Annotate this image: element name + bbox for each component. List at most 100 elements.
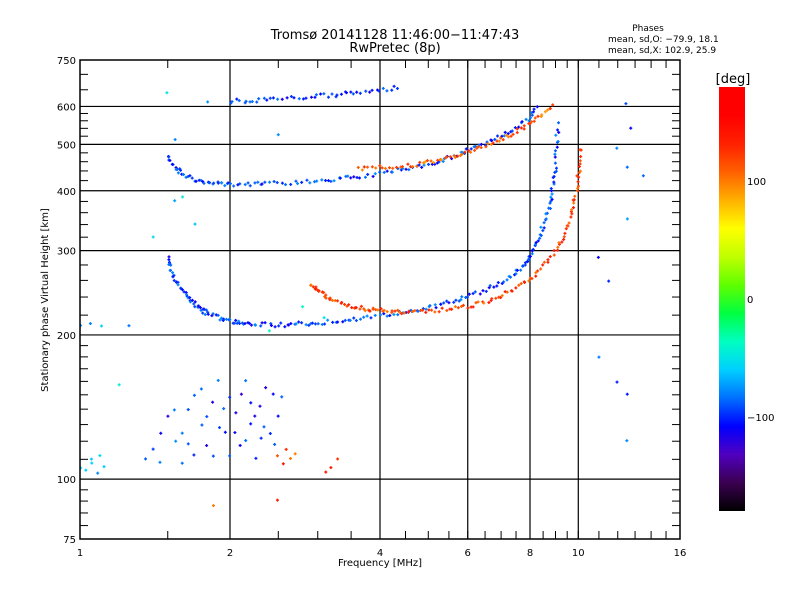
data-point — [268, 180, 272, 184]
data-point — [316, 322, 320, 326]
data-point — [192, 302, 196, 306]
data-point — [517, 125, 521, 129]
data-point — [228, 395, 232, 399]
data-point — [300, 180, 304, 184]
data-point — [331, 320, 335, 324]
data-point — [276, 133, 280, 137]
data-point — [287, 323, 291, 327]
data-point — [269, 324, 273, 328]
gridlines — [80, 60, 680, 539]
data-point — [341, 320, 345, 324]
data-point — [257, 97, 261, 101]
data-point — [542, 226, 546, 230]
data-point — [534, 241, 538, 245]
data-point — [249, 422, 253, 426]
data-point — [501, 138, 505, 142]
data-point — [556, 245, 560, 249]
data-point — [459, 304, 463, 308]
data-point — [390, 309, 394, 313]
data-point — [300, 321, 304, 325]
data-point — [469, 147, 473, 151]
data-point — [374, 166, 378, 170]
data-point — [352, 175, 356, 179]
data-point — [211, 504, 215, 508]
data-point — [198, 306, 202, 310]
data-point — [358, 176, 362, 180]
data-point — [202, 181, 206, 185]
data-point — [322, 316, 326, 320]
data-point — [169, 263, 173, 267]
data-point — [102, 465, 106, 469]
data-point — [528, 254, 532, 258]
data-point — [515, 131, 519, 135]
data-point — [370, 88, 374, 92]
data-point — [505, 278, 509, 282]
data-point — [506, 132, 510, 136]
data-point — [531, 247, 535, 251]
data-point — [166, 414, 170, 418]
axis-ticks — [80, 60, 680, 539]
x-tick-labels: 1 2 4 6 8 10 16 — [77, 548, 687, 559]
data-point — [168, 158, 172, 162]
data-point — [530, 277, 534, 281]
data-point — [328, 296, 332, 300]
data-point — [170, 162, 174, 166]
data-point — [358, 91, 362, 95]
data-point — [364, 89, 368, 93]
data-point — [461, 303, 465, 307]
data-point — [297, 97, 301, 101]
data-point — [192, 393, 196, 397]
data-point — [208, 181, 212, 185]
data-point — [309, 95, 313, 99]
data-point — [324, 296, 328, 300]
data-point — [463, 150, 467, 154]
data-point — [255, 100, 259, 104]
data-point — [268, 432, 272, 436]
data-point — [271, 392, 275, 396]
data-point — [552, 249, 556, 253]
y-tick-label: 300 — [57, 247, 76, 258]
data-point — [294, 322, 298, 326]
data-point — [500, 294, 504, 298]
data-point — [515, 127, 519, 131]
data-point — [572, 198, 576, 202]
data-point — [204, 308, 208, 312]
data-point — [373, 172, 377, 176]
data-point — [392, 84, 396, 88]
data-point — [459, 298, 463, 302]
data-point — [305, 178, 309, 182]
data-point — [554, 166, 558, 170]
data-point — [235, 97, 239, 101]
data-point — [239, 392, 243, 396]
data-point — [577, 165, 581, 169]
data-point — [237, 99, 241, 103]
data-point — [411, 309, 415, 313]
data-point — [465, 295, 469, 299]
data-point — [418, 160, 422, 164]
data-point — [194, 179, 198, 183]
x-tick-label: 8 — [527, 548, 533, 559]
data-point — [272, 180, 276, 184]
y-tick-label: 500 — [57, 140, 76, 151]
data-point — [487, 301, 491, 305]
data-point — [496, 281, 500, 285]
data-point — [313, 95, 317, 99]
data-point — [338, 176, 342, 180]
data-point — [244, 439, 248, 443]
data-point — [532, 110, 536, 114]
data-point — [355, 90, 359, 94]
data-point — [380, 166, 384, 170]
data-point — [201, 180, 205, 184]
data-point — [549, 195, 553, 199]
data-point — [232, 184, 236, 188]
data-point — [577, 175, 581, 179]
data-point — [527, 279, 531, 283]
data-point — [244, 99, 248, 103]
data-point — [573, 194, 577, 198]
data-point — [460, 152, 464, 156]
data-point — [230, 100, 234, 104]
data-point — [89, 457, 93, 461]
data-point — [297, 320, 301, 324]
data-point — [534, 274, 538, 278]
chart-subtitle: RwPretec (8p) — [349, 41, 440, 56]
